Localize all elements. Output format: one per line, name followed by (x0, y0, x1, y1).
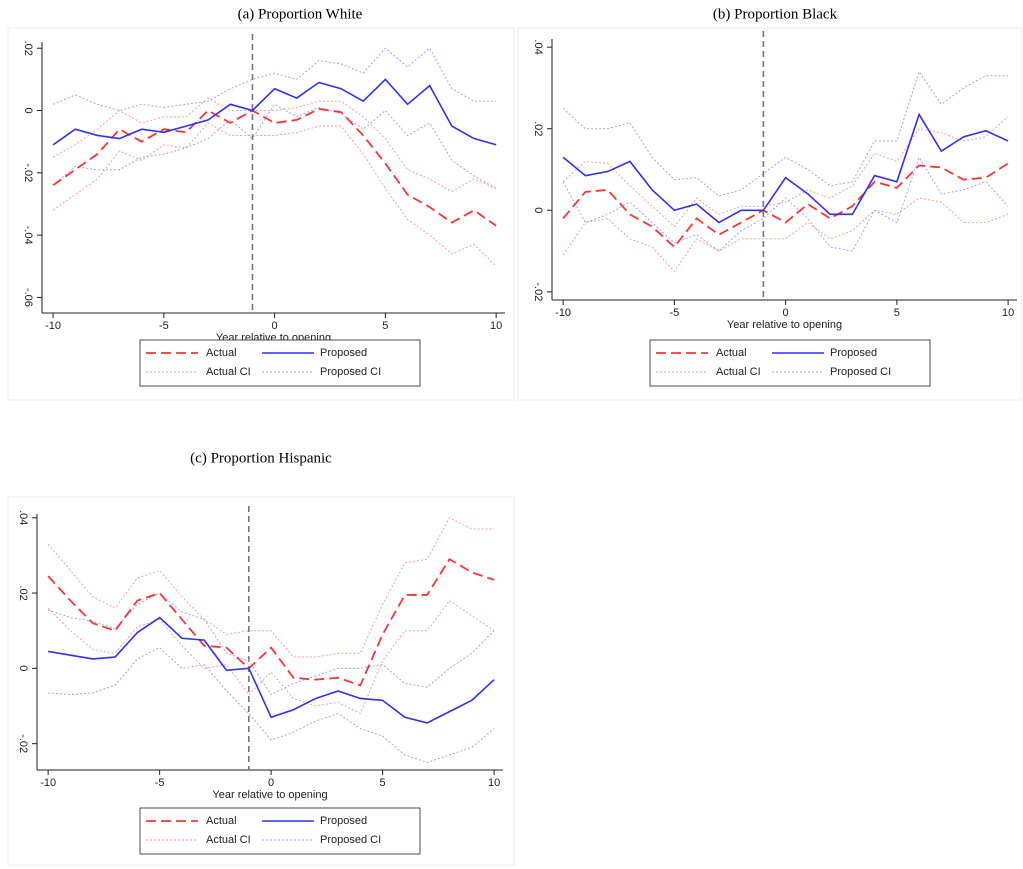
ci-upper-line (52, 47, 497, 112)
x-tick-label: -10 (45, 320, 61, 332)
legend-label: Proposed CI (320, 834, 381, 846)
legend-box (649, 339, 931, 387)
x-tick-label: 10 (1002, 307, 1014, 319)
y-tick-label: -.02 (532, 282, 544, 301)
y-tick-label: -.06 (22, 288, 34, 307)
legend-box (139, 807, 421, 855)
ci-lower-line (48, 647, 495, 763)
panel-title: (a) Proportion White (238, 6, 363, 22)
x-tick-label: -5 (155, 777, 165, 789)
y-tick-label: -.04 (22, 226, 34, 245)
y-tick-label: -.02 (22, 163, 34, 182)
panel-frame (7, 27, 515, 401)
series-line (48, 616, 495, 724)
legend: Actual Proposed Actual CI Proposed CI (139, 807, 421, 855)
series-line (562, 112, 1009, 224)
legend-label: Actual (206, 815, 237, 827)
y-tick-label: .04 (17, 510, 29, 525)
legend-label: Actual CI (716, 366, 761, 378)
legend-label: Proposed CI (320, 366, 381, 378)
x-axis-label: Year relative to opening (727, 319, 842, 331)
x-tick-label: -5 (669, 307, 679, 319)
panel-title: (c) Proportion Hispanic (190, 450, 332, 466)
x-tick-label: -5 (159, 320, 169, 332)
legend-label: Proposed (320, 815, 367, 827)
ci-upper-line (562, 70, 1009, 197)
legend-label: Actual (716, 347, 747, 359)
y-tick-label: .02 (532, 121, 544, 136)
x-tick-label: 0 (268, 777, 274, 789)
x-tick-label: 5 (382, 320, 388, 332)
legend-label: Actual CI (206, 366, 251, 378)
panel: (c) Proportion Hispanic -.02 0 .02 .04 -10 -5 0… (7, 450, 515, 866)
x-tick-label: 10 (490, 320, 502, 332)
series-line (52, 78, 497, 146)
ci-lower-line (562, 197, 1009, 273)
x-tick-label: -10 (40, 777, 56, 789)
legend-label: Actual CI (206, 834, 251, 846)
x-tick-label: -10 (555, 307, 571, 319)
legend: Actual Proposed Actual CI Proposed CI (649, 339, 931, 387)
legend-label: Proposed (830, 347, 877, 359)
ci-upper-line (52, 97, 497, 193)
panel-frame (517, 27, 1022, 401)
panel-frame (7, 496, 515, 866)
ci-upper-line (47, 592, 495, 696)
series-line (52, 108, 497, 227)
y-tick-label: 0 (22, 107, 34, 113)
x-tick-label: 10 (488, 777, 500, 789)
x-tick-label: 0 (783, 307, 789, 319)
y-tick-label: -.02 (17, 734, 29, 753)
x-tick-label: 5 (380, 777, 386, 789)
x-tick-label: 5 (894, 307, 900, 319)
legend-box (139, 339, 421, 387)
legend-label: Proposed (320, 347, 367, 359)
ci-lower-line (52, 122, 497, 267)
panel-title: (b) Proportion Black (713, 6, 838, 22)
y-tick-label: .02 (17, 585, 29, 600)
x-axis-label: Year relative to opening (212, 789, 327, 801)
ci-lower-line (52, 103, 497, 189)
y-tick-label: .02 (22, 41, 34, 56)
series-line (47, 557, 495, 687)
x-tick-label: 0 (272, 320, 278, 332)
ci-upper-line (47, 517, 495, 658)
y-tick-label: .04 (532, 40, 544, 55)
series-line (562, 162, 1009, 249)
legend: Actual Proposed Actual CI Proposed CI (139, 339, 421, 387)
panel: (b) Proportion Black -.02 0 .02 .04 -10 -5 0 5 10… (517, 6, 1022, 401)
y-tick-label: 0 (532, 207, 544, 213)
y-tick-label: 0 (17, 665, 29, 671)
legend-label: Proposed CI (830, 366, 891, 378)
legend-label: Actual (206, 347, 237, 359)
ci-lower-line (562, 156, 1009, 252)
ci-upper-line (562, 116, 1009, 228)
panel: (a) Proportion White -.06 -.04 -.02 0 .02 -10 -… (7, 6, 515, 401)
